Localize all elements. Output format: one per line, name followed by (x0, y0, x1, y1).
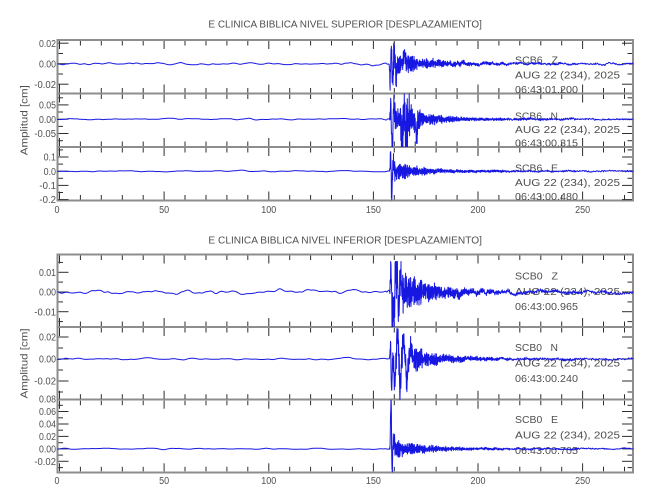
svg-text:SCB0 E: SCB0 E (515, 415, 558, 426)
svg-text:0.00: 0.00 (39, 445, 56, 456)
svg-text:0.00: 0.00 (39, 115, 56, 126)
svg-text:06:43:00.240: 06:43:00.240 (515, 374, 579, 385)
svg-text:06:43:00.480: 06:43:00.480 (515, 192, 579, 203)
svg-text:150: 150 (366, 476, 381, 487)
svg-text:Amplitud [cm]: Amplitud [cm] (20, 328, 31, 398)
svg-text:-0.2: -0.2 (39, 195, 56, 206)
svg-text:-0.02: -0.02 (34, 457, 56, 468)
svg-text:0.00: 0.00 (39, 288, 56, 299)
svg-text:0.0: 0.0 (44, 167, 57, 178)
svg-text:AUG 22 (234), 2025: AUG 22 (234), 2025 (515, 359, 621, 370)
svg-text:100: 100 (261, 205, 276, 216)
svg-text:E CLINICA BIBLICA NIVEL INFERI: E CLINICA BIBLICA NIVEL INFERIOR [DESPLA… (208, 236, 482, 247)
svg-text:SCB0 N: SCB0 N (515, 343, 558, 354)
svg-text:-0.1: -0.1 (39, 181, 56, 192)
svg-text:06:43:01.200: 06:43:01.200 (515, 85, 579, 96)
svg-text:SCB6 Z: SCB6 Z (515, 55, 558, 66)
svg-text:Amplitud [cm]: Amplitud [cm] (20, 85, 31, 155)
svg-text:AUG 22 (234), 2025: AUG 22 (234), 2025 (515, 430, 621, 441)
svg-text:0.00: 0.00 (39, 59, 56, 70)
svg-text:AUG 22 (234), 2025: AUG 22 (234), 2025 (515, 125, 621, 136)
svg-text:0.1: 0.1 (44, 153, 56, 164)
svg-text:200: 200 (471, 205, 486, 216)
svg-text:50: 50 (159, 476, 169, 487)
svg-text:SCB6 N: SCB6 N (515, 112, 558, 123)
svg-text:0.01: 0.01 (39, 268, 56, 279)
svg-text:06:43:00.315: 06:43:00.315 (515, 139, 579, 150)
svg-text:0.08: 0.08 (39, 395, 56, 406)
svg-text:-0.01: -0.01 (34, 307, 56, 318)
svg-text:AUG 22 (234), 2025: AUG 22 (234), 2025 (515, 178, 621, 189)
svg-text:AUG 22 (234), 2025: AUG 22 (234), 2025 (515, 71, 621, 82)
svg-text:-0.02: -0.02 (34, 377, 56, 388)
svg-text:0.04: 0.04 (39, 420, 56, 431)
svg-text:0.00: 0.00 (39, 355, 56, 366)
svg-text:0.02: 0.02 (39, 333, 56, 344)
svg-text:0.06: 0.06 (39, 407, 56, 418)
svg-text:SCB6 E: SCB6 E (515, 163, 558, 174)
svg-text:0.05: 0.05 (39, 101, 56, 112)
svg-text:0: 0 (55, 476, 61, 487)
svg-text:0: 0 (55, 205, 61, 216)
svg-text:50: 50 (159, 205, 169, 216)
svg-text:250: 250 (575, 205, 590, 216)
svg-text:150: 150 (366, 205, 381, 216)
svg-text:06:43:00.965: 06:43:00.965 (515, 302, 579, 313)
svg-text:100: 100 (261, 476, 276, 487)
svg-text:-0.02: -0.02 (34, 80, 56, 91)
svg-text:0.02: 0.02 (39, 39, 56, 50)
svg-text:SCB0 Z: SCB0 Z (515, 271, 558, 282)
svg-text:0.02: 0.02 (39, 432, 56, 443)
svg-text:250: 250 (575, 476, 590, 487)
svg-text:-0.05: -0.05 (34, 129, 56, 140)
svg-text:E CLINICA BIBLICA NIVEL SUPERI: E CLINICA BIBLICA NIVEL SUPERIOR [DESPLA… (208, 20, 482, 31)
svg-text:200: 200 (471, 476, 486, 487)
svg-text:06:43:00.705: 06:43:00.705 (515, 446, 579, 457)
